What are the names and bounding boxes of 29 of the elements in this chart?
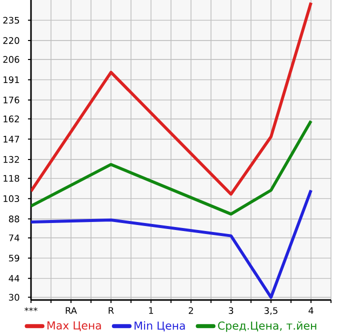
x-tick-label: 2 <box>188 307 193 314</box>
y-tick-label: 30 <box>9 294 20 301</box>
y-tick-label: 132 <box>4 156 19 163</box>
x-tick-label: 1 <box>149 307 154 314</box>
legend-label: Min Цена <box>134 321 185 332</box>
y-tick-label: 74 <box>9 234 20 242</box>
x-tick-label: RA <box>66 307 77 314</box>
x-tick-label: 4 <box>308 307 314 314</box>
y-tick-label: 103 <box>4 195 20 202</box>
x-tick-label: 3,5 <box>264 307 278 315</box>
y-tick-label: 235 <box>3 16 20 24</box>
y-tick-label: 44 <box>8 275 20 282</box>
legend-label: Max Цена <box>48 321 101 332</box>
x-tick-label: *** <box>24 307 38 312</box>
y-tick-label: 88 <box>8 216 20 222</box>
legend-label: Сред.Цена, т.йен <box>218 321 316 332</box>
y-tick-label: 59 <box>9 254 20 262</box>
line-series <box>31 119 312 216</box>
y-tick-label: 118 <box>4 174 20 182</box>
line-series <box>31 188 312 299</box>
y-tick-label: 147 <box>4 136 20 142</box>
y-tick-label: 206 <box>3 56 20 63</box>
x-tick-label: R <box>108 307 114 314</box>
y-tick-label: 220 <box>3 37 20 44</box>
y-tick-label: 191 <box>4 76 19 84</box>
x-tick-label: 3 <box>228 307 234 314</box>
y-tick-label: 162 <box>4 116 19 122</box>
y-tick-label: 176 <box>4 96 20 104</box>
line-series <box>31 1 312 196</box>
